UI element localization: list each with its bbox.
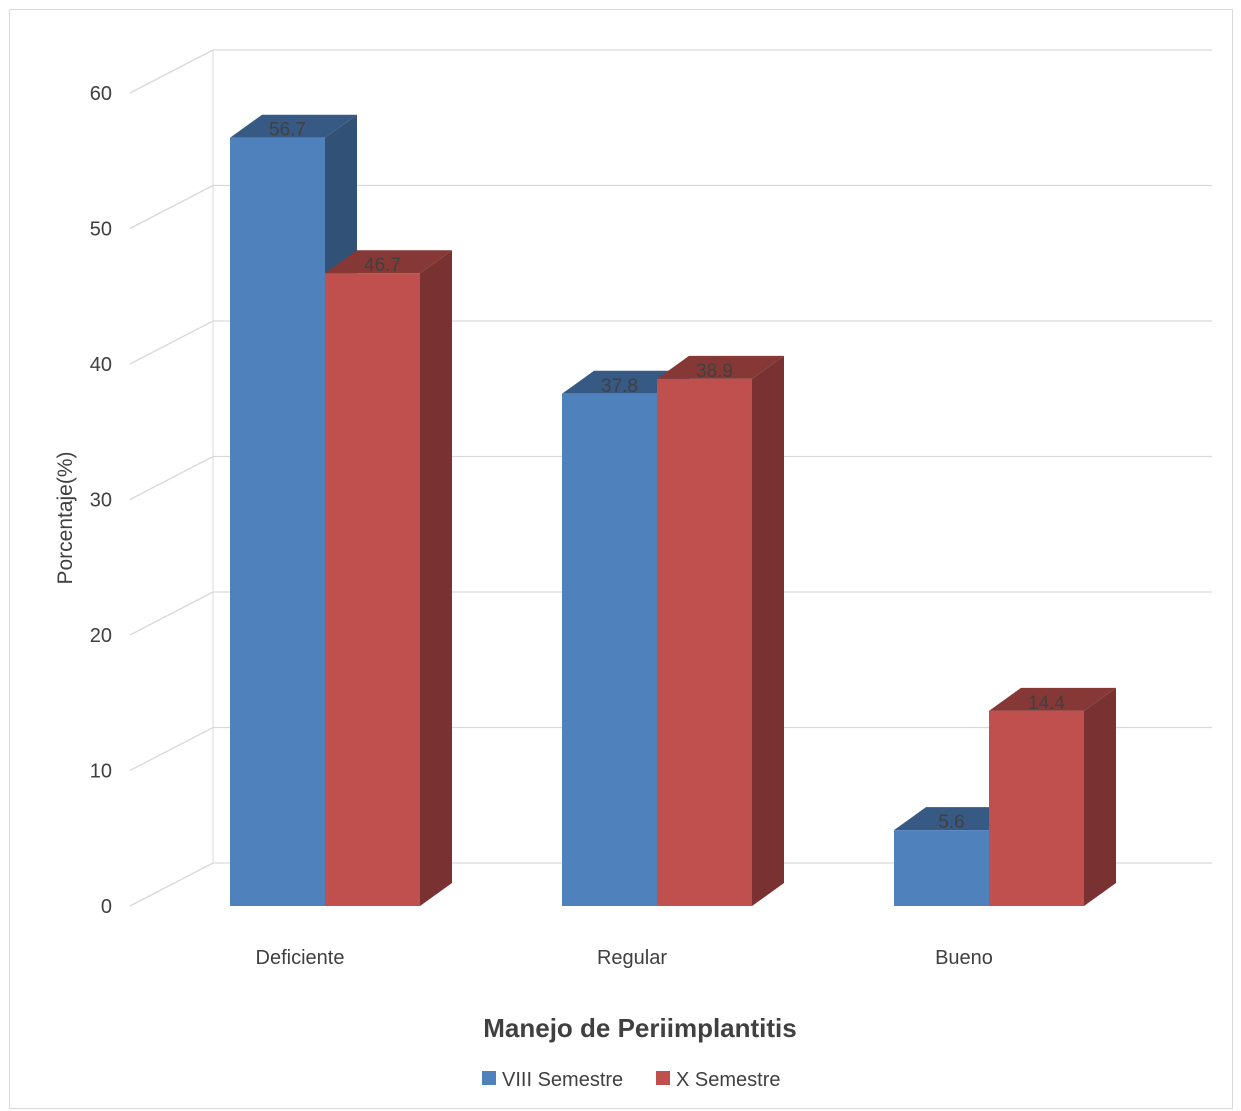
bar-top [989, 687, 1116, 711]
bar-side [752, 355, 784, 906]
bar-front [562, 393, 657, 906]
y-tick-label: 10 [90, 761, 112, 783]
data-label: 38.9 [696, 361, 733, 382]
x-axis-title: Manejo de Periimplantitis [483, 1013, 797, 1043]
bar-side [420, 250, 452, 907]
legend-label-series-1: VIII Semestre [502, 1069, 623, 1091]
y-tick-label: 50 [90, 219, 112, 241]
gridline-side [129, 591, 214, 636]
data-label: 56.7 [269, 120, 306, 141]
legend-swatch-series-1 [482, 1071, 496, 1085]
category-label-bueno: Bueno [935, 947, 993, 969]
data-label: 5.6 [938, 812, 964, 833]
legend: VIII Semestre X Semestre [482, 1069, 780, 1091]
data-label: 46.7 [364, 255, 401, 276]
category-label-deficiente: Deficiente [256, 947, 345, 969]
legend-item-series-2[interactable]: X Semestre [656, 1069, 780, 1091]
y-axis-title: Porcentaje(%) [54, 451, 77, 584]
gridline-side [129, 455, 214, 501]
legend-swatch-series-2 [656, 1071, 670, 1085]
bar-top [325, 250, 452, 274]
bar-top [230, 114, 357, 138]
y-tick-label: 40 [90, 354, 112, 376]
legend-label-series-2: X Semestre [676, 1069, 780, 1091]
data-label: 37.8 [601, 376, 638, 397]
bar-top [657, 355, 784, 379]
bar-front [325, 273, 420, 907]
gridline-side [129, 49, 214, 94]
category-labels: Deficiente Regular Bueno [256, 947, 993, 969]
y-tick-label: 0 [101, 896, 112, 918]
gridline-side [129, 184, 214, 230]
y-tick-label: 60 [90, 83, 112, 105]
bar-front [230, 137, 325, 907]
y-tick-labels: 0 10 20 30 40 50 60 [90, 83, 112, 918]
data-labels: 56.7 46.7 37.8 38.9 5.6 14.4 [269, 120, 1065, 833]
legend-item-series-1[interactable]: VIII Semestre [482, 1069, 623, 1091]
bar-front [657, 378, 752, 906]
category-label-regular: Regular [597, 947, 667, 969]
bar-bueno-series-2[interactable] [989, 687, 1116, 906]
y-tick-label: 20 [90, 625, 112, 647]
gridline-side [129, 862, 214, 907]
y-tick-label: 30 [90, 490, 112, 512]
gridline-side [129, 726, 214, 772]
bar-side [1084, 687, 1116, 906]
bar-deficiente-series-2[interactable] [325, 250, 452, 907]
bar-regular-series-2[interactable] [657, 355, 784, 906]
gridline-side [129, 320, 214, 365]
data-label: 14.4 [1028, 693, 1065, 714]
bar-front [894, 830, 989, 906]
bars [230, 114, 1116, 907]
bar-front [989, 710, 1084, 906]
